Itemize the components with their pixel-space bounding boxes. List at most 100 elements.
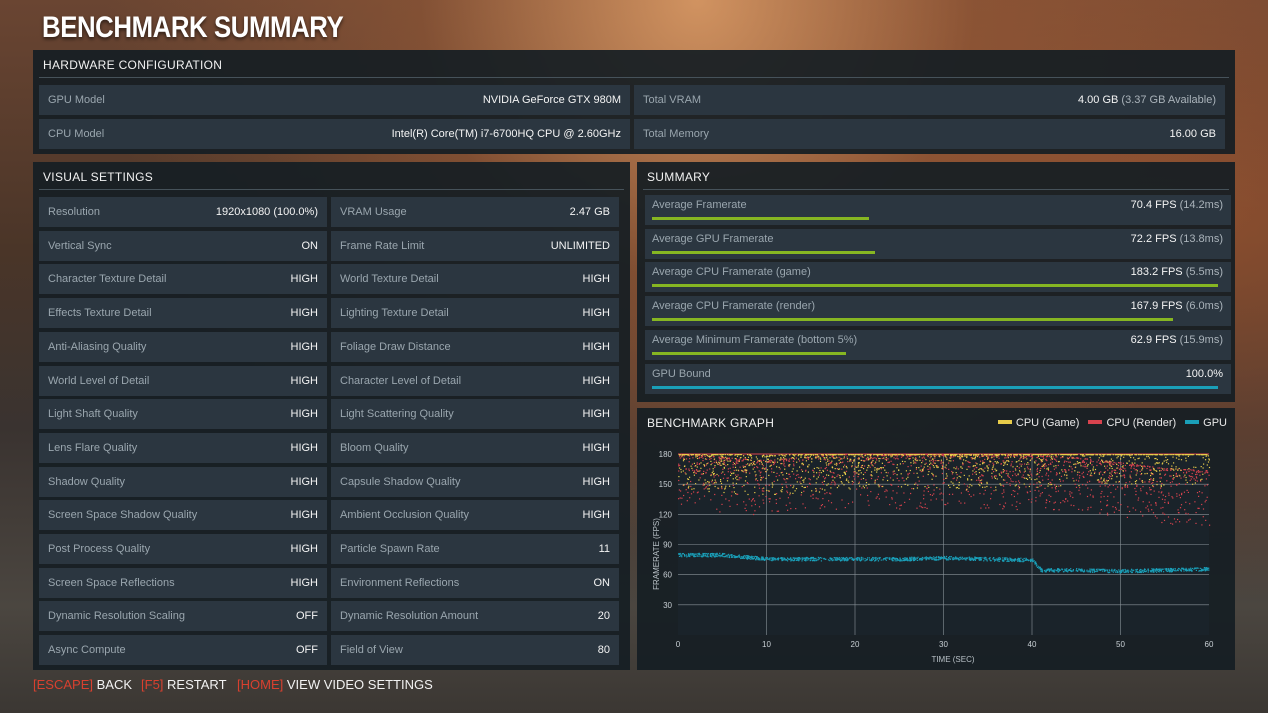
data-point: [1027, 462, 1029, 464]
data-point: [990, 498, 992, 500]
data-point: [975, 454, 977, 456]
data-point: [1124, 464, 1126, 466]
data-point: [847, 480, 849, 482]
data-point: [1140, 454, 1142, 456]
data-point: [822, 454, 824, 456]
data-point: [1185, 454, 1187, 456]
data-point: [931, 557, 933, 559]
data-point: [1115, 571, 1117, 573]
data-point: [715, 454, 717, 456]
data-point: [901, 559, 903, 561]
data-point: [924, 503, 926, 505]
data-point: [692, 469, 694, 471]
footer-back-action[interactable]: [ESCAPE] BACK: [33, 677, 132, 692]
data-point: [822, 455, 824, 457]
data-point: [1208, 466, 1211, 469]
data-point: [773, 559, 775, 561]
data-point: [838, 462, 841, 464]
data-point: [1106, 465, 1108, 467]
data-point: [874, 558, 876, 560]
data-point: [747, 556, 749, 558]
data-point: [985, 454, 987, 456]
data-point: [735, 474, 737, 476]
data-point: [941, 472, 943, 475]
data-point: [812, 497, 814, 499]
data-point: [1057, 490, 1059, 492]
data-point: [974, 557, 976, 559]
data-point: [950, 454, 953, 456]
setting-row: Post Process Quality HIGH: [39, 534, 327, 564]
data-point: [1041, 456, 1043, 458]
data-point: [856, 454, 858, 456]
setting-row: World Level of Detail HIGH: [39, 365, 327, 396]
data-point: [821, 557, 823, 559]
data-point: [1106, 512, 1109, 514]
data-point: [776, 510, 778, 512]
data-point: [839, 476, 841, 478]
data-point: [850, 460, 852, 462]
data-point: [1172, 454, 1175, 456]
footer-view-video-settings-action[interactable]: [HOME] VIEW VIDEO SETTINGS: [237, 677, 433, 692]
data-point: [1025, 456, 1027, 458]
data-point: [728, 500, 730, 502]
data-point: [705, 487, 707, 489]
data-point: [1187, 513, 1189, 515]
data-point: [1122, 454, 1124, 456]
data-point: [1180, 570, 1182, 572]
data-point: [931, 494, 933, 496]
data-point: [1188, 468, 1190, 470]
data-point: [819, 457, 821, 459]
data-point: [818, 558, 821, 560]
data-point: [1004, 461, 1007, 463]
data-point: [1092, 454, 1094, 456]
data-point: [958, 500, 960, 502]
data-point: [714, 493, 716, 496]
data-point: [1053, 509, 1055, 511]
data-point: [945, 477, 947, 479]
data-point: [760, 479, 762, 481]
data-point: [1124, 569, 1127, 571]
setting-value: HIGH: [582, 408, 611, 421]
data-point: [1042, 465, 1044, 468]
data-point: [906, 455, 908, 457]
data-point: [813, 476, 815, 478]
data-point: [1127, 454, 1130, 456]
data-point: [981, 475, 983, 477]
data-point: [711, 553, 713, 555]
data-point: [828, 464, 830, 466]
data-point: [1038, 567, 1040, 569]
data-point: [797, 557, 799, 559]
data-point: [1157, 568, 1159, 570]
data-point: [876, 496, 878, 498]
data-point: [1110, 461, 1112, 463]
data-point: [878, 460, 880, 462]
data-point: [785, 481, 787, 483]
data-point: [897, 559, 899, 561]
data-point: [797, 474, 799, 476]
data-point: [739, 458, 741, 460]
data-point: [762, 558, 764, 561]
data-point: [950, 556, 952, 558]
data-point: [1122, 475, 1124, 477]
data-point: [758, 557, 760, 559]
data-point: [1182, 568, 1185, 570]
data-point: [843, 558, 845, 560]
data-point: [823, 457, 825, 459]
data-point: [884, 465, 886, 467]
data-point: [759, 472, 761, 474]
data-point: [959, 556, 961, 559]
data-point: [1203, 454, 1205, 456]
data-point: [1069, 495, 1072, 497]
data-point: [815, 560, 817, 562]
footer-restart-action[interactable]: [F5] RESTART: [141, 677, 227, 692]
data-point: [1159, 454, 1161, 456]
data-point: [737, 462, 739, 464]
data-point: [1028, 455, 1031, 457]
data-point: [715, 481, 717, 483]
data-point: [1172, 497, 1174, 499]
data-point: [1093, 570, 1095, 572]
data-point: [1102, 568, 1104, 571]
data-point: [1099, 512, 1101, 514]
data-point: [1165, 569, 1167, 571]
data-point: [743, 501, 745, 503]
